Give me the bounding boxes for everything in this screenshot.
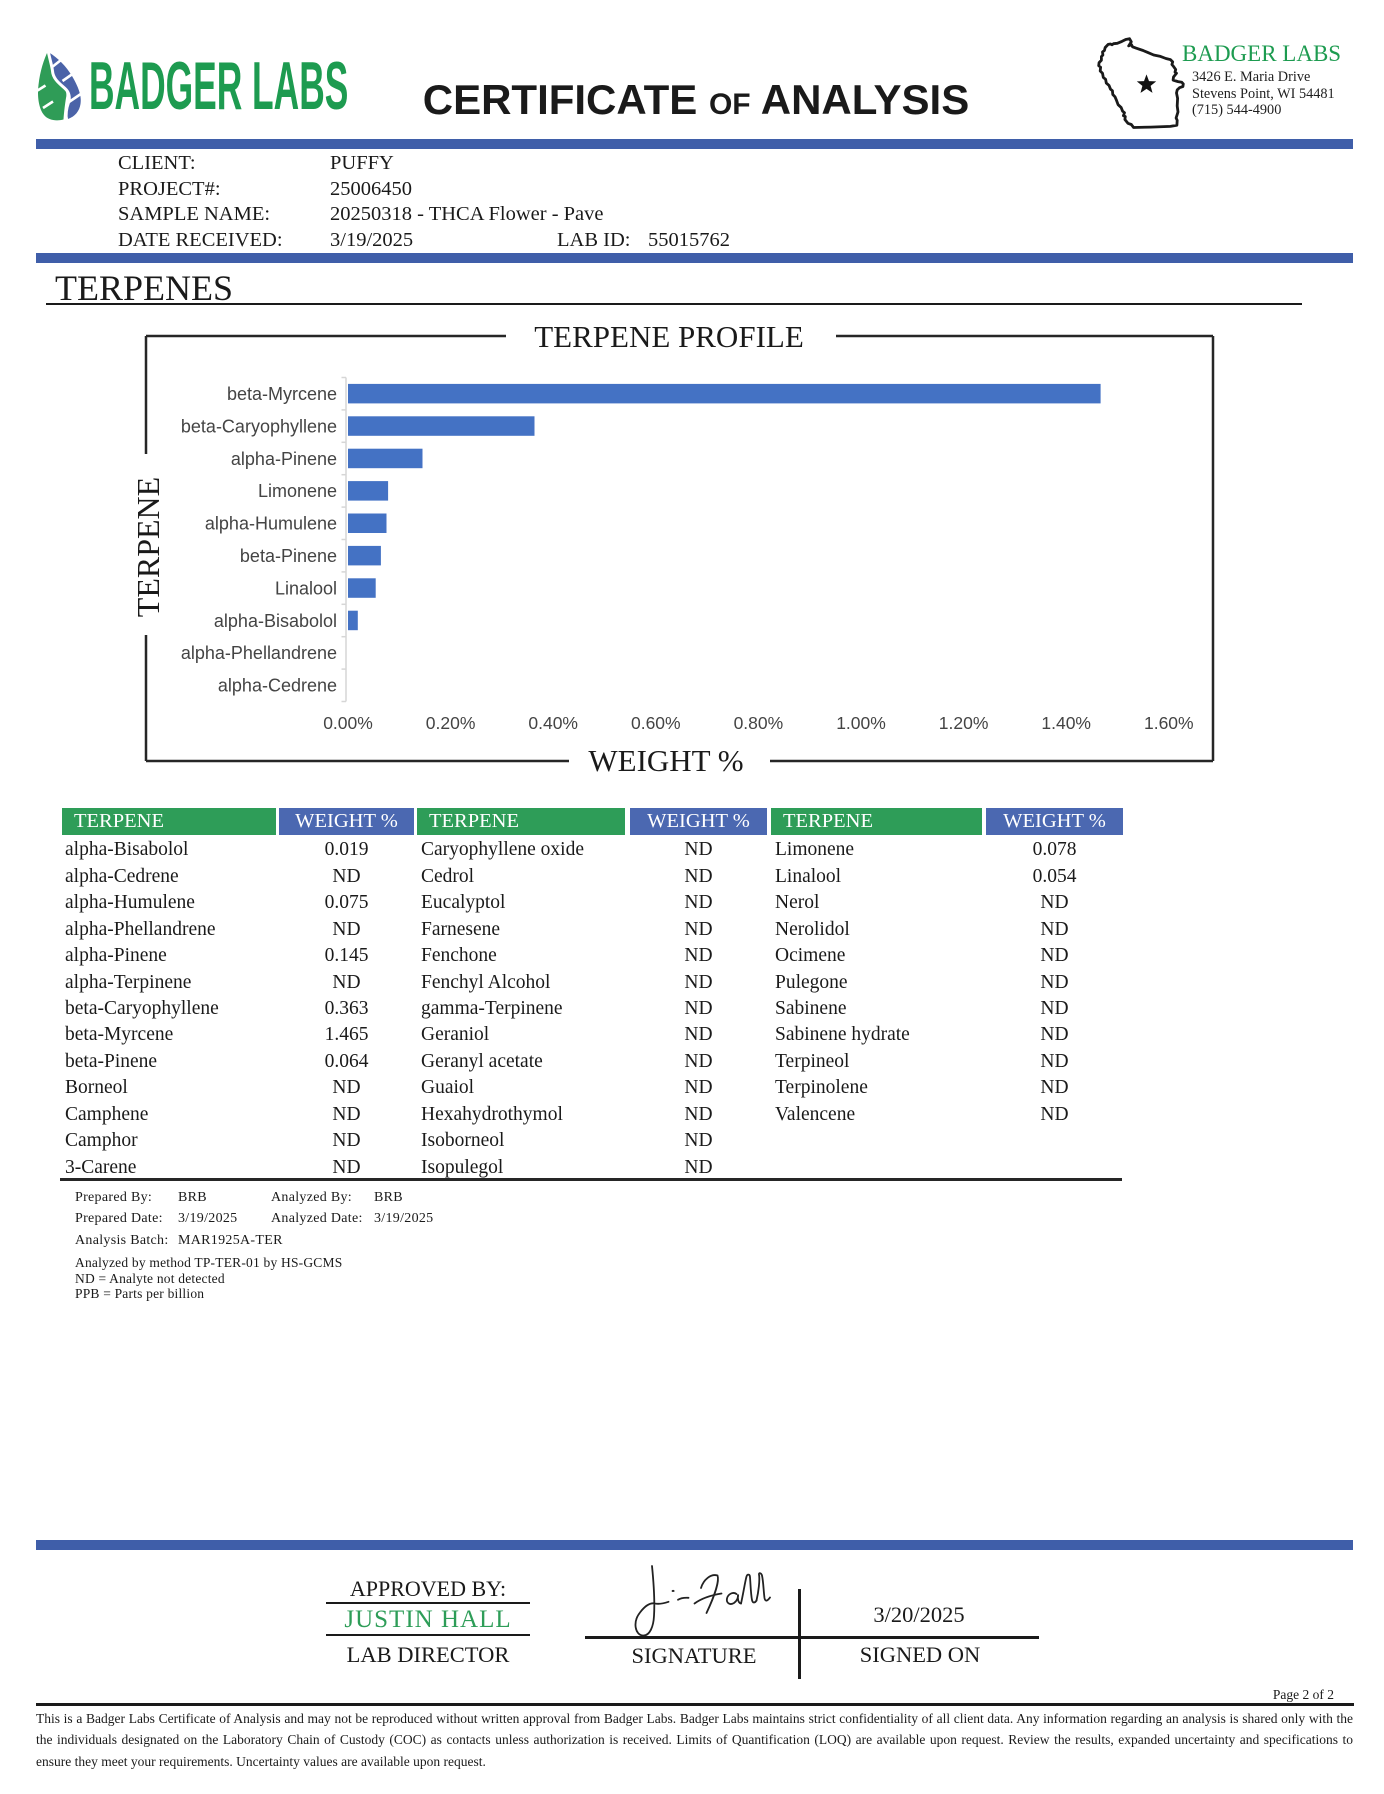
svg-text:0.20%: 0.20% xyxy=(426,713,476,733)
svg-text:Limonene: Limonene xyxy=(258,481,337,501)
svg-text:0.00%: 0.00% xyxy=(323,713,373,733)
svg-text:TERPENE: TERPENE xyxy=(130,477,166,617)
svg-text:1.00%: 1.00% xyxy=(836,713,886,733)
svg-text:beta-Pinene: beta-Pinene xyxy=(240,546,337,566)
svg-text:0.60%: 0.60% xyxy=(631,713,681,733)
svg-text:0.40%: 0.40% xyxy=(528,713,578,733)
svg-text:beta-Myrcene: beta-Myrcene xyxy=(227,384,337,404)
svg-text:0.80%: 0.80% xyxy=(734,713,784,733)
svg-text:1.60%: 1.60% xyxy=(1144,713,1194,733)
svg-text:Linalool: Linalool xyxy=(275,578,337,598)
svg-text:alpha-Bisabolol: alpha-Bisabolol xyxy=(214,611,337,631)
svg-text:alpha-Cedrene: alpha-Cedrene xyxy=(218,676,337,696)
svg-text:1.20%: 1.20% xyxy=(939,713,989,733)
svg-text:TERPENE PROFILE: TERPENE PROFILE xyxy=(534,320,804,354)
svg-text:WEIGHT %: WEIGHT % xyxy=(588,743,743,778)
svg-text:1.40%: 1.40% xyxy=(1041,713,1091,733)
svg-text:beta-Caryophyllene: beta-Caryophyllene xyxy=(181,416,337,436)
svg-text:alpha-Pinene: alpha-Pinene xyxy=(231,449,337,469)
svg-text:alpha-Humulene: alpha-Humulene xyxy=(205,514,337,534)
svg-text:alpha-Phellandrene: alpha-Phellandrene xyxy=(181,643,337,663)
